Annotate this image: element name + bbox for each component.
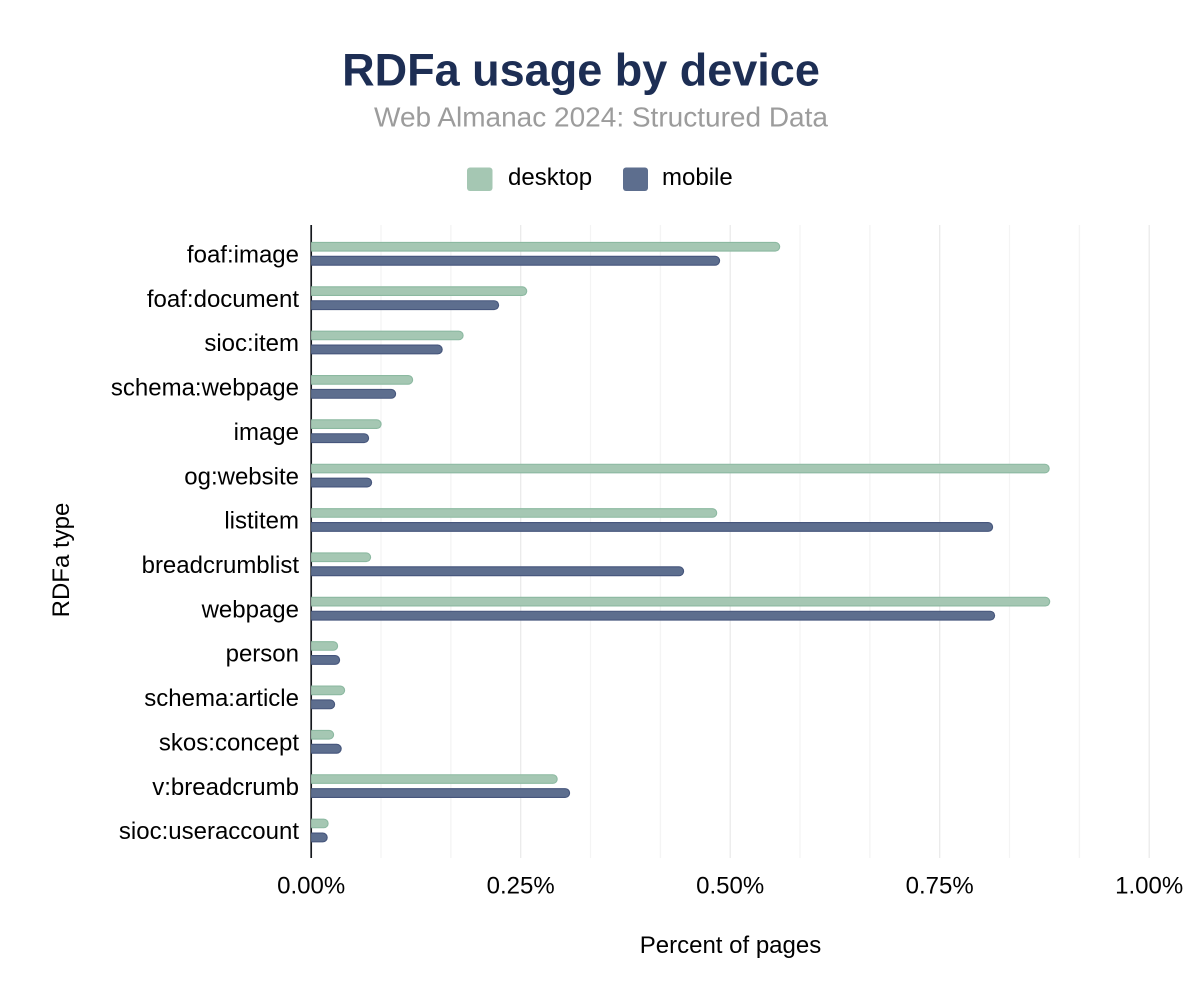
svg-text:listitem: listitem	[224, 508, 299, 535]
svg-text:person: person	[226, 641, 299, 668]
svg-text:0.25%: 0.25%	[487, 873, 555, 900]
svg-text:skos:concept: skos:concept	[159, 730, 299, 757]
svg-text:og:website: og:website	[184, 463, 299, 490]
svg-text:desktop: desktop	[508, 164, 592, 191]
svg-text:0.50%: 0.50%	[696, 873, 764, 900]
svg-text:0.75%: 0.75%	[906, 873, 974, 900]
svg-text:foaf:document: foaf:document	[147, 286, 299, 313]
svg-text:schema:webpage: schema:webpage	[111, 375, 299, 402]
svg-text:0.00%: 0.00%	[277, 873, 345, 900]
svg-text:image: image	[234, 419, 299, 446]
svg-text:1.00%: 1.00%	[1115, 873, 1183, 900]
svg-text:Web Almanac 2024: Structured D: Web Almanac 2024: Structured Data	[374, 102, 828, 133]
svg-text:foaf:image: foaf:image	[187, 242, 299, 269]
svg-text:RDFa type: RDFa type	[48, 503, 75, 618]
svg-text:sioc:useraccount: sioc:useraccount	[119, 818, 299, 845]
svg-text:Percent of pages: Percent of pages	[640, 932, 821, 959]
svg-text:schema:article: schema:article	[144, 685, 299, 712]
svg-text:webpage: webpage	[201, 596, 299, 623]
svg-text:mobile: mobile	[662, 164, 733, 191]
svg-text:breadcrumblist: breadcrumblist	[142, 552, 300, 579]
svg-text:RDFa usage by device: RDFa usage by device	[342, 45, 820, 96]
svg-text:v:breadcrumb: v:breadcrumb	[152, 774, 299, 801]
svg-text:sioc:item: sioc:item	[204, 330, 299, 357]
